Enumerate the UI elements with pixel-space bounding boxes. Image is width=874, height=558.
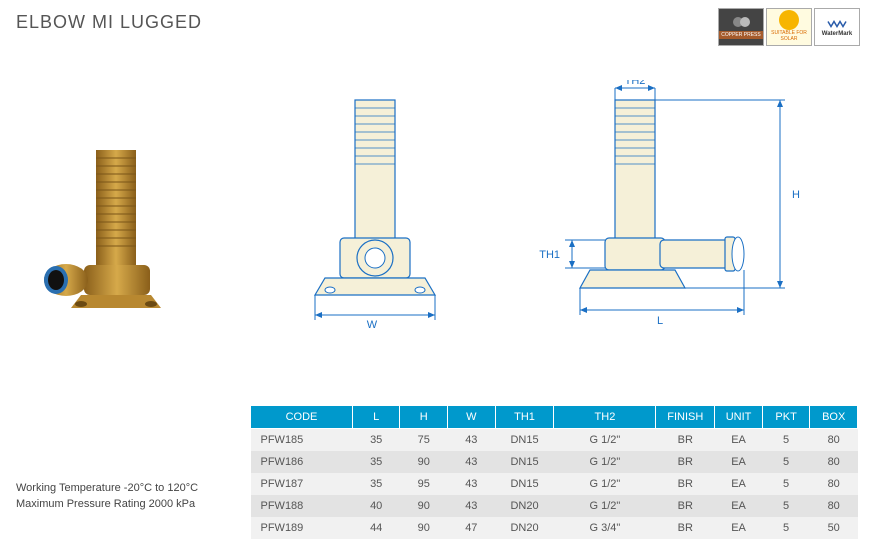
table-cell: 5 (762, 429, 810, 452)
table-cell: BR (656, 517, 715, 539)
table-cell: DN15 (495, 429, 554, 452)
table-cell: 43 (448, 429, 496, 452)
table-cell: EA (715, 517, 763, 539)
badge-copper-press: COPPER PRESS (718, 8, 764, 46)
table-cell: 5 (762, 473, 810, 495)
spec-notes: Working Temperature -20°C to 120°C Maxim… (16, 481, 198, 512)
badge-watermark-label: WaterMark (822, 31, 852, 37)
table-cell: PFW189 (251, 517, 353, 539)
sun-icon (781, 12, 797, 28)
product-photo (16, 135, 206, 335)
col-th2: TH2 (554, 406, 656, 429)
table-row: PFW185357543DN15G 1/2"BREA580 (251, 429, 858, 452)
table-cell: 50 (810, 517, 858, 539)
table-cell: PFW188 (251, 495, 353, 517)
table-cell: 95 (400, 473, 448, 495)
table-cell: G 3/4" (554, 517, 656, 539)
note-pressure: Maximum Pressure Rating 2000 kPa (16, 497, 198, 512)
col-w: W (448, 406, 496, 429)
table-cell: EA (715, 429, 763, 452)
table-cell: EA (715, 473, 763, 495)
table-row: PFW187359543DN15G 1/2"BREA580 (251, 473, 858, 495)
table-cell: PFW187 (251, 473, 353, 495)
table-cell: BR (656, 429, 715, 452)
table-row: PFW188409043DN20G 1/2"BREA580 (251, 495, 858, 517)
col-l: L (352, 406, 400, 429)
table-cell: G 1/2" (554, 451, 656, 473)
dim-th2-label: TH2 (625, 80, 646, 87)
col-box: BOX (810, 406, 858, 429)
badge-solar-label: SUITABLE FOR SOLAR (767, 30, 811, 42)
col-pkt: PKT (762, 406, 810, 429)
cert-badges: COPPER PRESS SUITABLE FOR SOLAR WaterMar… (718, 8, 860, 46)
table-cell: G 1/2" (554, 429, 656, 452)
dim-th1-label: TH1 (539, 249, 560, 261)
table-cell: 35 (352, 429, 400, 452)
table-cell: 40 (352, 495, 400, 517)
dim-w-label: W (367, 319, 378, 331)
badge-watermark: WaterMark (814, 8, 860, 46)
note-temp: Working Temperature -20°C to 120°C (16, 481, 198, 496)
table-cell: BR (656, 473, 715, 495)
table-cell: 5 (762, 451, 810, 473)
table-cell: G 1/2" (554, 495, 656, 517)
table-cell: 47 (448, 517, 496, 539)
table-cell: 44 (352, 517, 400, 539)
table-cell: 80 (810, 429, 858, 452)
dim-h-label: H (792, 189, 800, 201)
table-cell: 90 (400, 495, 448, 517)
table-cell: 5 (762, 517, 810, 539)
spec-table: CODELHWTH1TH2FINISHUNITPKTBOX PFW1853575… (250, 405, 858, 539)
table-cell: EA (715, 495, 763, 517)
col-unit: UNIT (715, 406, 763, 429)
col-th1: TH1 (495, 406, 554, 429)
table-cell: DN15 (495, 451, 554, 473)
table-cell: BR (656, 495, 715, 517)
dim-l-label: L (657, 315, 663, 327)
table-cell: 80 (810, 495, 858, 517)
table-cell: 5 (762, 495, 810, 517)
col-finish: FINISH (656, 406, 715, 429)
table-cell: 80 (810, 451, 858, 473)
badge-copper-label: COPPER PRESS (719, 31, 762, 39)
table-cell: DN20 (495, 517, 554, 539)
table-cell: 43 (448, 495, 496, 517)
technical-diagram: W TH2 (280, 80, 840, 340)
page-title: ELBOW MI LUGGED (16, 12, 202, 33)
table-row: PFW186359043DN15G 1/2"BREA580 (251, 451, 858, 473)
table-cell: DN15 (495, 473, 554, 495)
table-cell: 35 (352, 451, 400, 473)
table-cell: PFW185 (251, 429, 353, 452)
table-cell: G 1/2" (554, 473, 656, 495)
table-cell: DN20 (495, 495, 554, 517)
table-cell: 90 (400, 517, 448, 539)
table-cell: 80 (810, 473, 858, 495)
table-cell: BR (656, 451, 715, 473)
col-h: H (400, 406, 448, 429)
table-cell: PFW186 (251, 451, 353, 473)
table-cell: 43 (448, 473, 496, 495)
table-cell: EA (715, 451, 763, 473)
table-cell: 43 (448, 451, 496, 473)
badge-solar: SUITABLE FOR SOLAR (766, 8, 812, 46)
table-cell: 35 (352, 473, 400, 495)
table-row: PFW189449047DN20G 3/4"BREA550 (251, 517, 858, 539)
table-cell: 90 (400, 451, 448, 473)
table-cell: 75 (400, 429, 448, 452)
col-code: CODE (251, 406, 353, 429)
